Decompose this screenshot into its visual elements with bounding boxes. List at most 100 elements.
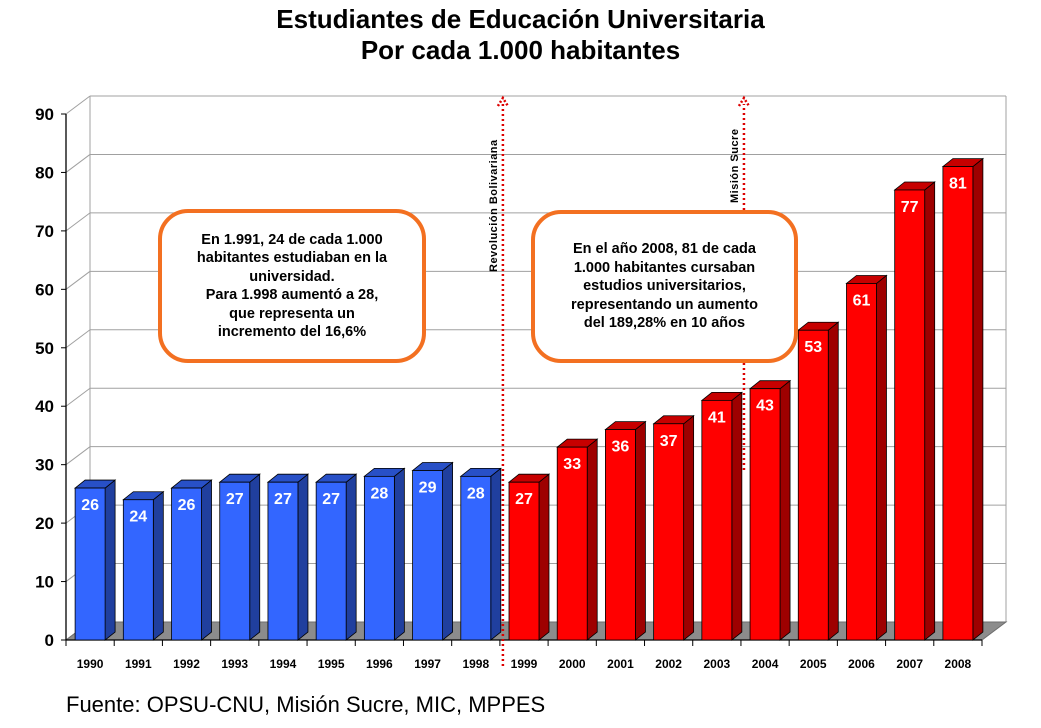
bar-side [538, 473, 550, 641]
bar-side [827, 321, 839, 641]
data-label: 41 [708, 409, 726, 426]
callout-left: En 1.991, 24 de cada 1.000 habitantes es… [158, 209, 426, 363]
bar [507, 473, 551, 641]
bar-front [363, 475, 395, 641]
data-label: 36 [612, 439, 630, 456]
y-tick-label: 80 [35, 163, 54, 182]
bar-front [894, 189, 926, 641]
y-tick-label: 90 [35, 105, 54, 124]
data-label: 77 [901, 199, 919, 216]
bar [122, 490, 165, 641]
data-label: 43 [756, 398, 774, 415]
bar [748, 379, 792, 641]
data-label: 29 [419, 480, 437, 497]
y-tick-label: 60 [35, 280, 54, 299]
bar-front [556, 446, 588, 641]
x-tick-label: 2006 [848, 657, 875, 671]
data-label: 27 [322, 491, 340, 508]
source-note: Fuente: OPSU-CNU, Misión Sucre, MIC, MPP… [66, 692, 546, 717]
callout-left-line: habitantes estudiaban en la [196, 250, 388, 266]
bar-side [924, 181, 936, 641]
chart-title-line1: Estudiantes de Educación Universitaria [276, 4, 765, 34]
bar-front [846, 283, 877, 641]
bar-side [297, 473, 309, 641]
callout-left-line: universidad. [249, 268, 335, 285]
event-marker: Misión Sucre [729, 95, 751, 470]
x-tick-label: 1996 [366, 657, 393, 671]
bar-side [972, 157, 984, 641]
bar-side [152, 490, 164, 641]
gridline-diagonal [65, 270, 91, 290]
marker-label: Revolución Bolivariana [488, 139, 500, 272]
bar [73, 479, 117, 641]
bar-side [876, 274, 887, 641]
bar-front [460, 475, 492, 641]
x-tick-label: 1991 [125, 657, 152, 671]
x-tick-label: 2007 [896, 657, 923, 671]
bar-front [749, 388, 781, 641]
data-label: 26 [81, 497, 99, 514]
data-label: 26 [178, 497, 196, 514]
callout-right-line: representando un aumento [571, 296, 758, 313]
bar-front [267, 481, 299, 641]
bar [893, 181, 936, 641]
gridline-diagonal [65, 446, 91, 466]
y-tick-label: 0 [45, 631, 54, 650]
data-label: 81 [949, 176, 967, 193]
bars [73, 157, 985, 641]
y-tick-label: 10 [35, 573, 54, 592]
x-tick-label: 1999 [511, 657, 538, 671]
data-label: 27 [226, 491, 244, 508]
bar-front [412, 470, 443, 641]
gridline-diagonal [65, 387, 91, 407]
bar-side [683, 414, 695, 641]
x-tick-label: 1993 [221, 657, 248, 671]
bar-front [171, 487, 202, 641]
marker-label: Misión Sucre [729, 129, 741, 203]
bar [363, 467, 406, 641]
data-label: 33 [563, 456, 581, 473]
callout-left-line: que representa un [229, 305, 355, 322]
bar [604, 420, 647, 641]
callout-right-line: del 189,28% en 10 años [583, 315, 746, 332]
marker-arrowhead [737, 95, 751, 107]
x-tick-label: 1995 [318, 657, 345, 671]
data-label: 53 [804, 339, 822, 356]
gridline-diagonal [65, 329, 91, 349]
data-label: 37 [660, 433, 678, 450]
bar [411, 461, 454, 641]
bar-front [653, 423, 685, 641]
bar [218, 473, 261, 641]
labels: 26 24 26 27 27 27 28 29 28 27 33 36 37 41 43 53 61 77 81 Re… [81, 95, 967, 666]
gridline-diagonal [65, 95, 91, 115]
bar-front [701, 399, 733, 641]
x-tick-label: 2000 [559, 657, 586, 671]
bar [797, 321, 840, 641]
marker-arrowhead [496, 95, 509, 107]
x-tick-label: 2005 [800, 657, 827, 671]
bar-side [393, 467, 405, 641]
y-tick-label: 50 [35, 339, 54, 358]
bar-side [201, 479, 212, 641]
callout-right: En el año 2008, 81 de cada 1.000 habitan… [531, 210, 798, 363]
callout-left-line: Para 1.998 aumentó a 28, [205, 287, 379, 303]
x-tick-label: 1997 [414, 657, 441, 671]
bar [459, 467, 502, 641]
x-tick-label: 1994 [270, 657, 297, 671]
bar [556, 438, 599, 641]
y-tick-label: 30 [35, 456, 54, 475]
x-tick-label: 1992 [173, 657, 200, 671]
bar-side [635, 420, 646, 641]
bar-side [249, 473, 261, 641]
bar-side [490, 467, 502, 641]
bar [845, 274, 888, 641]
bar [170, 479, 213, 641]
bar-side [345, 473, 357, 641]
bar-side [779, 379, 791, 641]
callout-right-line: 1.000 habitantes cursaban [573, 259, 756, 276]
bar-front [122, 499, 154, 641]
bar [652, 414, 695, 641]
y-tick-label: 70 [35, 222, 54, 241]
y-tick-label: 40 [35, 397, 54, 416]
bar [315, 473, 358, 641]
